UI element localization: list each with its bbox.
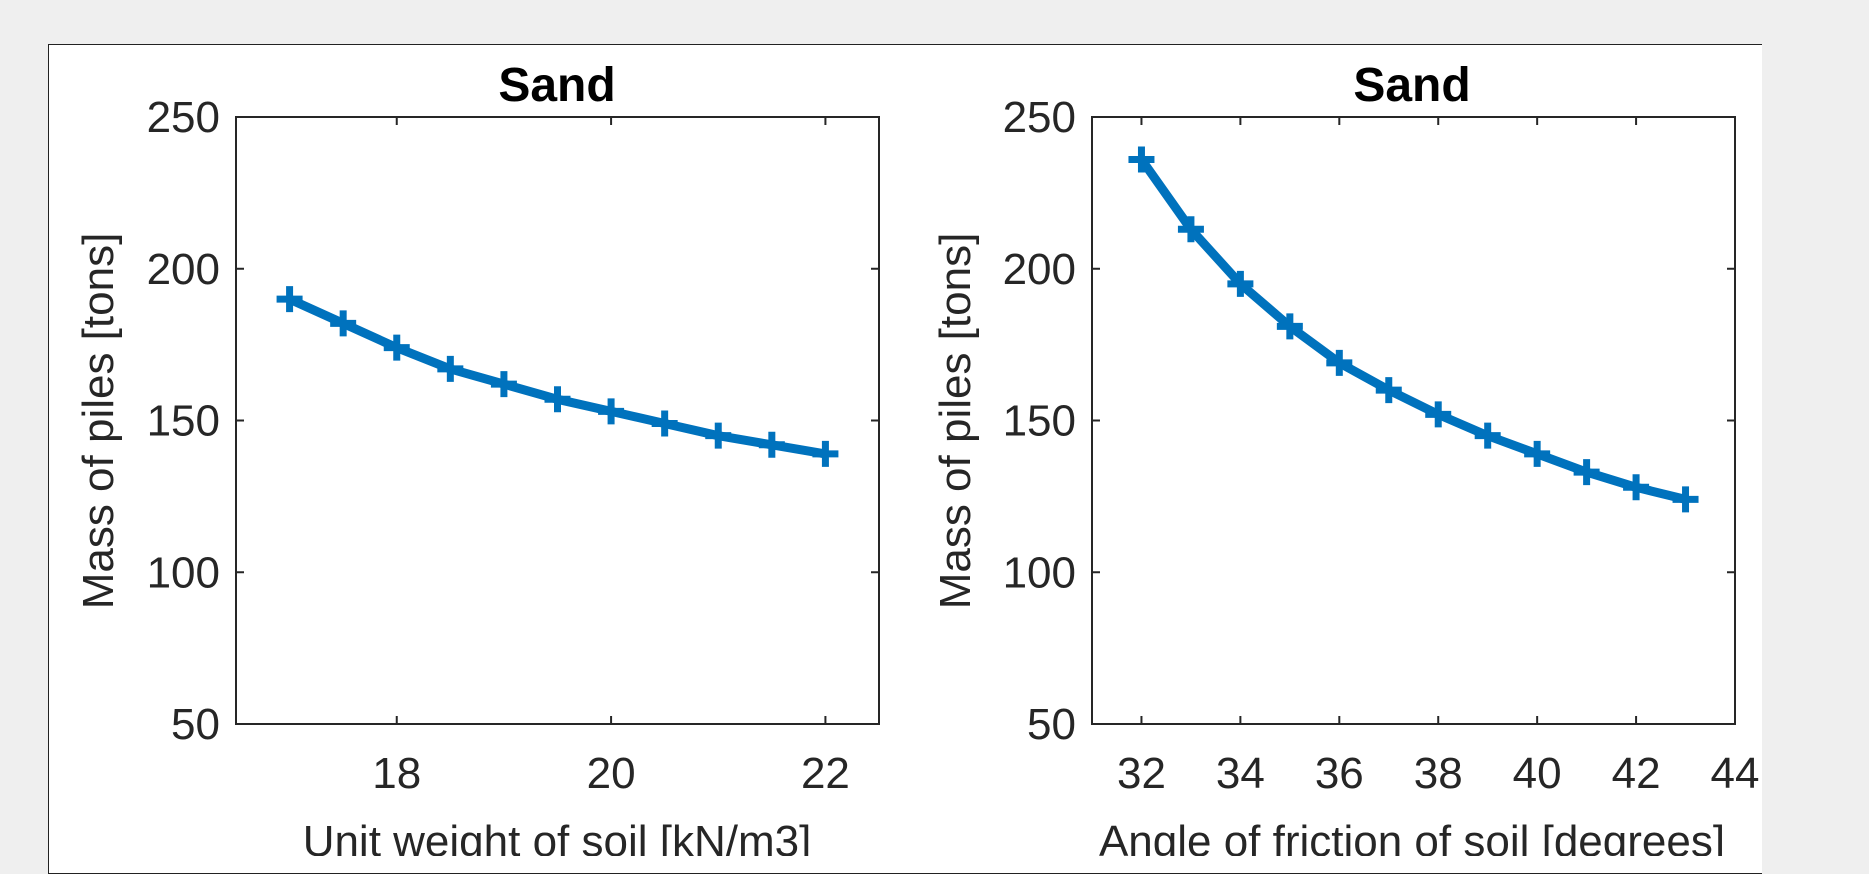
chart-title: Sand <box>1353 59 1470 112</box>
x-tick-label: 44 <box>1711 749 1760 798</box>
x-tick-label: 32 <box>1117 749 1166 798</box>
y-tick-label: 100 <box>1003 548 1076 597</box>
x-tick-label: 42 <box>1612 749 1661 798</box>
y-tick-label: 50 <box>1027 700 1076 749</box>
y-tick-label: 200 <box>1003 245 1076 294</box>
y-tick-label: 150 <box>147 397 220 446</box>
data-point-marker <box>1326 349 1353 376</box>
data-point-marker <box>651 410 678 437</box>
x-tick-label: 34 <box>1216 749 1265 798</box>
data-point-marker <box>544 386 571 413</box>
data-point-marker <box>1227 270 1254 297</box>
axes-box <box>235 116 880 725</box>
x-tick-label: 22 <box>801 749 850 798</box>
y-tick-label: 250 <box>147 93 220 142</box>
data-point-marker <box>1276 313 1303 340</box>
y-tick-label: 50 <box>171 700 220 749</box>
charts-svg: Sand Unit weight of soil [kN/m3] Mass of… <box>74 59 1759 856</box>
data-point-marker <box>1128 146 1155 173</box>
y-axis-label: Mass of piles [tons] <box>74 233 123 610</box>
data-point-marker <box>490 371 517 398</box>
data-point-marker <box>758 431 785 458</box>
series-line <box>285 294 830 459</box>
y-tick-label: 200 <box>147 245 220 294</box>
data-point-marker <box>1375 377 1402 404</box>
chart-friction-angle: Sand Angle of friction of soil [degrees]… <box>931 59 1759 856</box>
data-point-marker <box>1425 401 1452 428</box>
data-point-marker <box>705 422 732 449</box>
data-point-marker <box>276 286 303 313</box>
series-line <box>1137 155 1690 504</box>
data-point-marker <box>1524 440 1551 467</box>
data-point-marker <box>1623 474 1650 501</box>
figure: Sand Unit weight of soil [kN/m3] Mass of… <box>48 44 1810 874</box>
data-point-marker <box>1672 486 1699 513</box>
y-tick-label: 100 <box>147 548 220 597</box>
data-point-marker <box>1573 459 1600 486</box>
x-tick-label: 38 <box>1414 749 1463 798</box>
x-axis-label: Angle of friction of soil [degrees] <box>1099 817 1725 856</box>
data-point-marker <box>1177 216 1204 243</box>
plot-area: 50 100 150 200 250 18 20 22 <box>147 93 880 798</box>
figure-side-strip <box>1762 44 1810 874</box>
y-axis-label: Mass of piles [tons] <box>931 233 980 610</box>
y-tick-label: 250 <box>1003 93 1076 142</box>
x-tick-label: 36 <box>1315 749 1364 798</box>
x-tick-label: 18 <box>372 749 421 798</box>
data-point-marker <box>598 398 625 425</box>
x-tick-label: 40 <box>1513 749 1562 798</box>
data-point-marker <box>1474 422 1501 449</box>
data-point-marker <box>437 355 464 382</box>
figure-canvas <box>48 44 1810 874</box>
chart-title: Sand <box>498 59 615 112</box>
data-point-marker <box>812 440 839 467</box>
axes-box <box>1091 116 1736 725</box>
data-point-marker <box>383 334 410 361</box>
plot-area: 50 100 150 200 250 32 34 36 38 40 42 44 <box>1003 93 1760 798</box>
data-point-marker <box>330 310 357 337</box>
chart-unit-weight: Sand Unit weight of soil [kN/m3] Mass of… <box>74 59 880 856</box>
y-tick-label: 150 <box>1003 397 1076 446</box>
x-tick-label: 20 <box>587 749 636 798</box>
x-axis-label: Unit weight of soil [kN/m3] <box>303 817 812 856</box>
